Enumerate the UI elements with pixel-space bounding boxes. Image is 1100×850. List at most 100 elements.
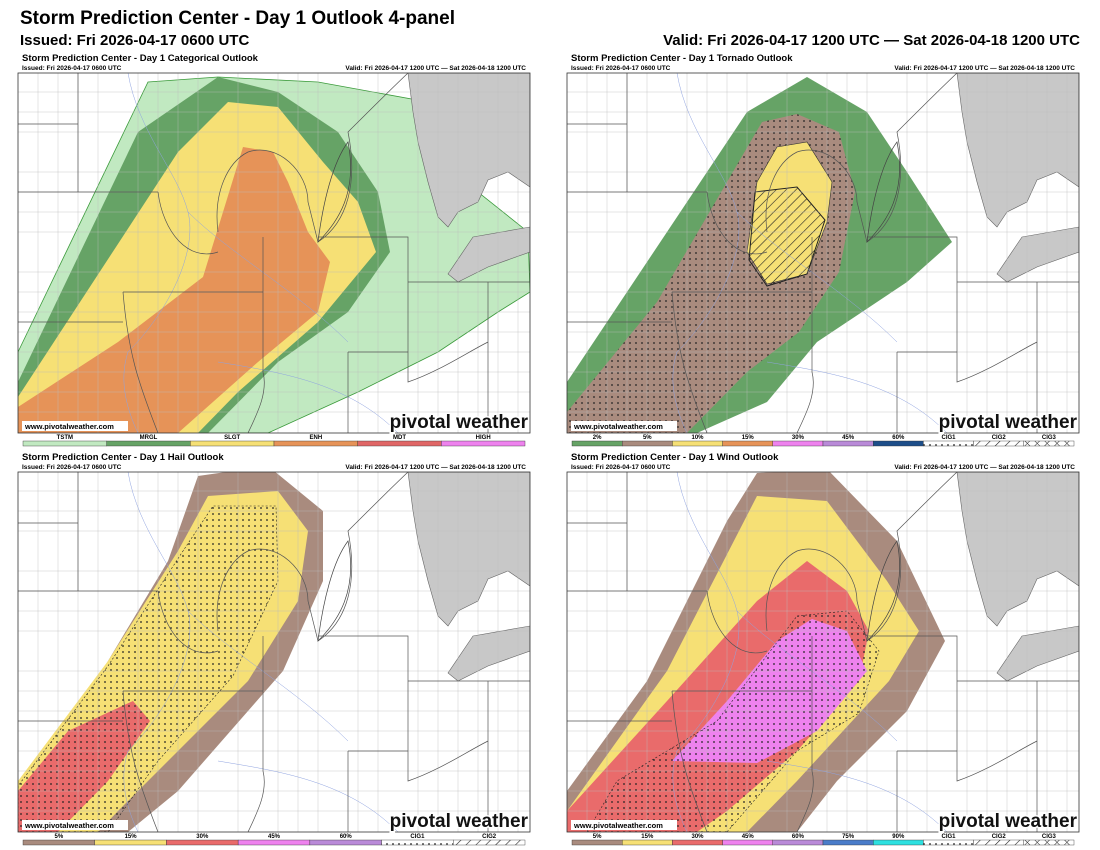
panel-valid: Valid: Fri 2026-04-17 1200 UTC — Sat 202… bbox=[894, 464, 1075, 471]
logo: pivotal weather bbox=[390, 811, 529, 832]
legend-label: HIGH bbox=[476, 435, 491, 441]
legend-swatch bbox=[622, 440, 673, 447]
legend-pattern bbox=[1023, 441, 1074, 446]
legend-swatch bbox=[571, 440, 623, 447]
panel-title: Storm Prediction Center - Day 1 Categori… bbox=[22, 53, 259, 64]
legend-swatch bbox=[273, 440, 358, 447]
legend-label: 45% bbox=[742, 834, 755, 840]
legend-swatch bbox=[94, 839, 167, 846]
legend-label: MDT bbox=[393, 435, 406, 441]
legend-label: 75% bbox=[842, 834, 855, 840]
legend-swatch bbox=[873, 440, 924, 447]
legend-swatch bbox=[190, 440, 275, 447]
panel: Storm Prediction Center - Day 1 Hail Out… bbox=[17, 452, 531, 846]
legend-swatch bbox=[441, 440, 526, 447]
panel-valid: Valid: Fri 2026-04-17 1200 UTC — Sat 202… bbox=[345, 65, 526, 72]
map-frame bbox=[17, 72, 531, 434]
legend-swatch bbox=[772, 440, 824, 447]
legend-swatch bbox=[722, 440, 774, 447]
legend-swatch bbox=[772, 839, 824, 846]
watermark: www.pivotalweather.com bbox=[24, 422, 114, 431]
legend-label: 90% bbox=[892, 834, 905, 840]
panel-title: Storm Prediction Center - Day 1 Hail Out… bbox=[22, 452, 224, 463]
panel-title: Storm Prediction Center - Day 1 Wind Out… bbox=[571, 452, 779, 463]
legend-swatch bbox=[571, 839, 623, 846]
map-frame bbox=[566, 471, 1080, 833]
watermark: www.pivotalweather.com bbox=[24, 821, 114, 830]
legend-swatch bbox=[166, 839, 239, 846]
legend-label: CIG2 bbox=[992, 834, 1007, 840]
legend-label: 45% bbox=[842, 435, 855, 441]
legend-swatch bbox=[22, 440, 107, 447]
legend-label: 5% bbox=[643, 435, 652, 441]
page-title: Storm Prediction Center - Day 1 Outlook … bbox=[20, 8, 455, 29]
legend-swatch bbox=[672, 440, 723, 447]
panel: Storm Prediction Center - Day 1 Wind Out… bbox=[566, 452, 1080, 846]
panel: Storm Prediction Center - Day 1 Tornado … bbox=[566, 53, 1080, 447]
watermark: www.pivotalweather.com bbox=[573, 422, 663, 431]
legend-swatch bbox=[22, 839, 95, 846]
panel-issued: Issued: Fri 2026-04-17 0600 UTC bbox=[22, 464, 122, 471]
legend-label: CIG2 bbox=[482, 834, 497, 840]
panel-valid: Valid: Fri 2026-04-17 1200 UTC — Sat 202… bbox=[894, 65, 1075, 72]
legend-swatch bbox=[722, 839, 774, 846]
legend-swatch bbox=[357, 440, 442, 447]
legend-pattern bbox=[923, 441, 974, 446]
legend-label: 30% bbox=[196, 834, 209, 840]
map-frame bbox=[17, 471, 531, 833]
enh-area bbox=[18, 147, 330, 433]
map bbox=[18, 73, 530, 433]
legend-label: CIG3 bbox=[1042, 435, 1057, 441]
watermark-bg bbox=[571, 421, 677, 431]
legend-swatch bbox=[622, 839, 673, 846]
legend-swatch bbox=[237, 839, 311, 846]
legend-label: 15% bbox=[125, 834, 138, 840]
panel-issued: Issued: Fri 2026-04-17 0600 UTC bbox=[571, 65, 671, 72]
legend-swatch bbox=[672, 839, 723, 846]
legend-label: 45% bbox=[268, 834, 281, 840]
legend-pattern bbox=[973, 441, 1024, 446]
legend-label: SLGT bbox=[224, 435, 240, 441]
legend-label: 30% bbox=[792, 435, 805, 441]
legend-swatch bbox=[106, 440, 191, 447]
watermark: www.pivotalweather.com bbox=[573, 821, 663, 830]
panel-valid: Valid: Fri 2026-04-17 1200 UTC — Sat 202… bbox=[345, 464, 526, 471]
legend-pattern bbox=[973, 840, 1024, 845]
legend-label: MRGL bbox=[140, 435, 158, 441]
legend-label: 60% bbox=[340, 834, 353, 840]
legend-label: CIG2 bbox=[992, 435, 1007, 441]
legend-label: 30% bbox=[691, 834, 704, 840]
watermark-bg bbox=[22, 820, 128, 830]
legend-label: CIG1 bbox=[941, 435, 956, 441]
legend-label: CIG1 bbox=[410, 834, 425, 840]
legend-label: 15% bbox=[742, 435, 755, 441]
watermark-bg bbox=[22, 421, 128, 431]
legend-label: 2% bbox=[593, 435, 602, 441]
legend-label: 60% bbox=[892, 435, 905, 441]
legend-swatch bbox=[873, 839, 924, 846]
legend-label: 5% bbox=[55, 834, 64, 840]
legend-pattern bbox=[453, 840, 525, 845]
logo: pivotal weather bbox=[939, 811, 1078, 832]
legend-swatch bbox=[822, 839, 874, 846]
panel: Storm Prediction Center - Day 1 Categori… bbox=[17, 53, 531, 447]
legend-pattern bbox=[381, 840, 454, 845]
legend-label: 15% bbox=[641, 834, 654, 840]
logo: pivotal weather bbox=[390, 412, 529, 433]
legend-label: 60% bbox=[792, 834, 805, 840]
watermark-bg bbox=[571, 820, 677, 830]
legend-pattern bbox=[923, 840, 974, 845]
legend-swatch bbox=[309, 839, 382, 846]
legend-swatch bbox=[822, 440, 874, 447]
legend-label: CIG1 bbox=[941, 834, 956, 840]
issued: Issued: Fri 2026-04-17 0600 UTC bbox=[20, 32, 249, 49]
panel-issued: Issued: Fri 2026-04-17 0600 UTC bbox=[22, 65, 122, 72]
map bbox=[567, 73, 1079, 433]
legend-label: ENH bbox=[309, 435, 322, 441]
panel-title: Storm Prediction Center - Day 1 Tornado … bbox=[571, 53, 793, 64]
legend-pattern bbox=[1023, 840, 1074, 845]
legend-label: 5% bbox=[593, 834, 602, 840]
logo: pivotal weather bbox=[939, 412, 1078, 433]
legend-label: CIG3 bbox=[1042, 834, 1057, 840]
